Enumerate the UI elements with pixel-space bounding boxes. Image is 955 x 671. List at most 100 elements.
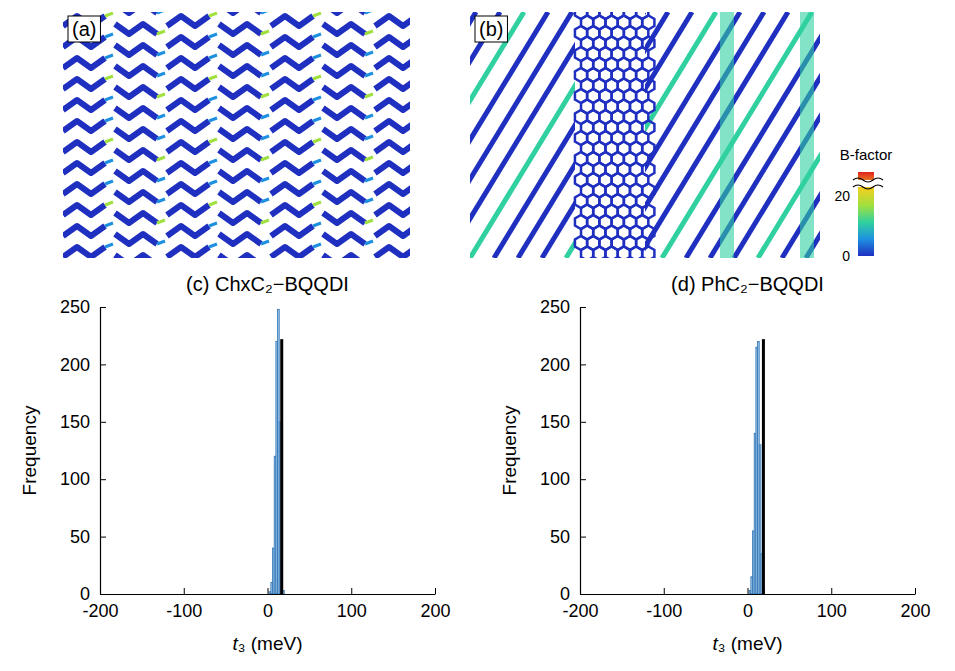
figure: (a)(b)B-factor020-200-100010020005010015…: [0, 0, 955, 671]
molecule: [271, 100, 313, 110]
y-tick-label: 200: [540, 355, 570, 375]
side-chain: [157, 12, 165, 13]
molecule: [167, 16, 209, 26]
molecule: [63, 184, 105, 194]
molecule: [115, 255, 157, 258]
molecule: [219, 45, 261, 55]
side-chain: [365, 94, 373, 97]
y-tick-label: 200: [60, 355, 90, 375]
y-tick-mark: [100, 479, 106, 480]
side-chain: [157, 178, 165, 181]
molecule: [375, 163, 410, 173]
side-chain: [365, 31, 373, 34]
y-tick: 200: [60, 355, 106, 375]
molecule: [518, 12, 668, 258]
side-chain: [313, 139, 321, 142]
molecule: [323, 150, 365, 160]
molecule: [271, 226, 313, 236]
side-chain: [365, 136, 373, 139]
molecule: [219, 213, 261, 223]
side-chain: [209, 13, 217, 16]
molecule: [115, 12, 157, 13]
molecule: [63, 58, 105, 68]
y-tick: 150: [540, 412, 586, 432]
y-tick-mark: [100, 364, 106, 365]
y-tick: 150: [60, 412, 106, 432]
x-tick-label: 100: [337, 601, 367, 621]
side-chain: [209, 244, 217, 247]
x-tick: -100: [646, 588, 682, 621]
molecule: [63, 121, 105, 131]
molecule: [375, 16, 410, 26]
molecule: [375, 247, 410, 257]
molecule: [167, 100, 209, 110]
side-chain: [261, 178, 269, 181]
colorbar-tick-label: 20: [834, 188, 850, 204]
molecule: [115, 150, 157, 160]
panel-label-box: [475, 16, 507, 42]
axis-title: Frequency: [19, 405, 40, 495]
side-chain: [313, 13, 321, 16]
x-tick-mark: [435, 588, 436, 594]
side-chain: [105, 244, 113, 247]
x-tick: 100: [337, 588, 367, 621]
molecule: [219, 108, 261, 118]
side-chain: [157, 136, 165, 139]
molecule: [375, 37, 410, 47]
x-tick-mark: [748, 588, 749, 594]
side-chain: [209, 181, 217, 184]
side-chain: [261, 94, 269, 97]
molecule: [63, 226, 105, 236]
side-chain: [105, 97, 113, 100]
molecule: [219, 87, 261, 97]
x-tick: 0: [743, 588, 753, 621]
x-tick: -100: [166, 588, 202, 621]
y-tick-mark: [580, 422, 586, 423]
molecule: [115, 24, 157, 34]
side-chain: [209, 55, 217, 58]
molecule: [167, 226, 209, 236]
ring: [642, 247, 654, 259]
side-chain: [365, 12, 373, 13]
molecule: [115, 171, 157, 181]
x-tick: 0: [263, 588, 273, 621]
y-tick: 100: [60, 469, 106, 489]
molecule: [167, 37, 209, 47]
side-chain-column: [800, 12, 814, 258]
x-tick-label: -100: [166, 601, 202, 621]
side-chain: [105, 160, 113, 163]
x-axis-line: [581, 594, 916, 595]
molecule: [323, 234, 365, 244]
y-tick-mark: [580, 537, 586, 538]
y-tick-mark: [580, 594, 586, 595]
side-chain: [313, 76, 321, 79]
y-tick: 0: [80, 584, 106, 604]
reference-line: [762, 339, 765, 594]
y-tick-mark: [580, 364, 586, 365]
molecule: [758, 12, 820, 258]
molecule: [494, 12, 644, 258]
side-chain: [365, 220, 373, 223]
side-chain: [261, 241, 269, 244]
molecule: [566, 12, 716, 258]
y-axis-line: [100, 308, 101, 595]
molecule: [470, 12, 548, 258]
molecule: [219, 255, 261, 258]
x-tick-mark: [915, 588, 916, 594]
molecule: [323, 24, 365, 34]
side-chain: [105, 34, 113, 37]
molecule: [63, 247, 105, 257]
side-chain: [157, 199, 165, 202]
side-chain: [209, 34, 217, 37]
x-tick-label: 200: [420, 601, 450, 621]
side-chain: [261, 115, 269, 118]
molecule: [323, 12, 365, 13]
y-tick-label: 50: [550, 527, 570, 547]
molecule: [167, 58, 209, 68]
x-tick: 100: [817, 588, 847, 621]
side-chain: [261, 157, 269, 160]
y-tick-label: 0: [560, 584, 570, 604]
molecule: [115, 108, 157, 118]
molecule: [323, 66, 365, 76]
side-chain: [157, 31, 165, 34]
